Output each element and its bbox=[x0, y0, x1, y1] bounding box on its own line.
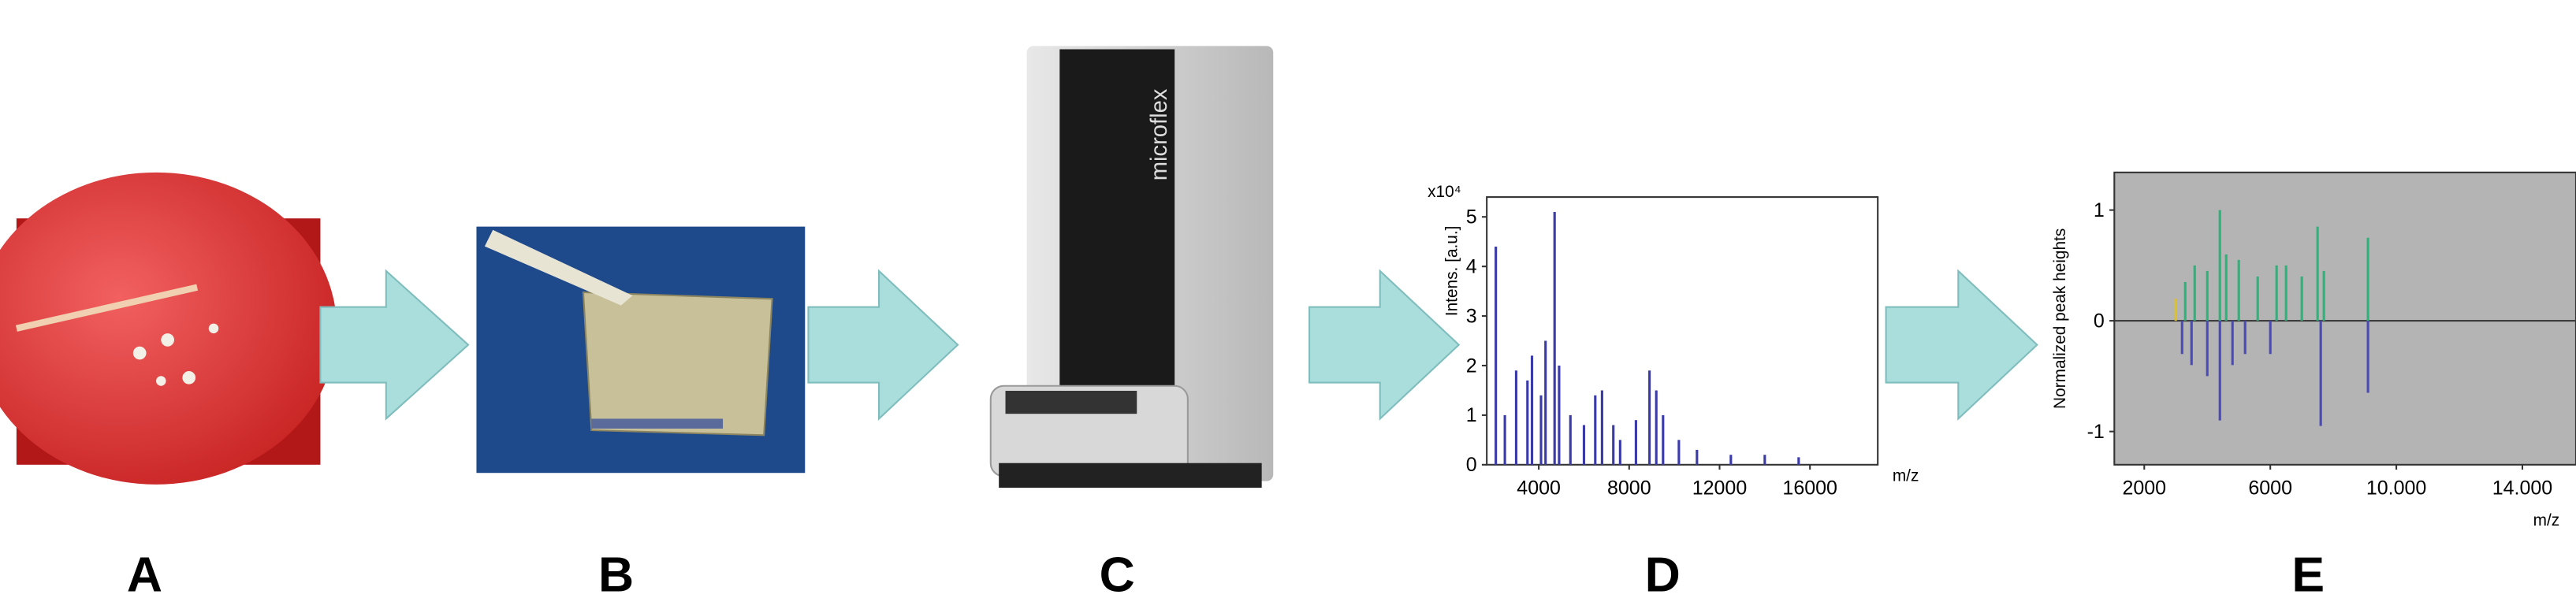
x-tick-label: 12000 bbox=[1692, 477, 1748, 499]
y-tick-label: -1 bbox=[2087, 421, 2105, 443]
arrows bbox=[319, 269, 2038, 421]
panel-label: D bbox=[1645, 547, 1681, 602]
y-tick-label: 0 bbox=[2094, 310, 2105, 332]
y-tick-label: 2 bbox=[1466, 355, 1477, 377]
photo-target-plate bbox=[476, 226, 806, 474]
panel-label: E bbox=[2291, 547, 2325, 602]
y-tick-label: 1 bbox=[1466, 404, 1477, 426]
spectrum-chart: 0 1 2 3 4 5 4000 8000 12000 16000 Intens. [a.u.] x1… bbox=[1428, 183, 1919, 499]
arrow bbox=[1885, 269, 2038, 421]
plot-area bbox=[2113, 171, 2576, 466]
x-tick-label: 2000 bbox=[2122, 477, 2166, 499]
y-tick-label: 3 bbox=[1466, 305, 1477, 327]
x-tick-label: 10.000 bbox=[2366, 477, 2426, 499]
x-axis-label: m/z bbox=[1893, 467, 1919, 485]
y-tick-label: 4 bbox=[1466, 256, 1477, 278]
panel-labels: A B C D E bbox=[127, 547, 2325, 602]
x-tick-label: 14.000 bbox=[2492, 477, 2552, 499]
arrow bbox=[1308, 269, 1461, 421]
instrument: microflex bbox=[989, 46, 1274, 488]
panel-label: C bbox=[1100, 547, 1135, 602]
panel-label: B bbox=[598, 547, 634, 602]
y-tick-label: 5 bbox=[1466, 206, 1477, 228]
y-tick-label: 1 bbox=[2094, 199, 2105, 221]
arrow bbox=[807, 269, 959, 421]
instrument-brand: microflex bbox=[1147, 88, 1172, 180]
spectrum-chart: 1 0 -1 2000 6000 10.000 14.000 Normalized peak … bbox=[2051, 171, 2576, 529]
x-axis-label: m/z bbox=[2533, 511, 2560, 529]
x-tick-label: 8000 bbox=[1607, 477, 1651, 499]
photo-petri-dish bbox=[0, 172, 337, 485]
y-tick-label: 0 bbox=[1466, 454, 1477, 476]
y-axis-label: Normalized peak heights bbox=[2051, 228, 2069, 409]
x-tick-label: 4000 bbox=[1517, 477, 1561, 499]
arrow bbox=[319, 269, 470, 421]
x-tick-label: 6000 bbox=[2248, 477, 2292, 499]
plot-area bbox=[1486, 196, 1879, 466]
panel-label: A bbox=[127, 547, 162, 602]
x-tick-label: 16000 bbox=[1782, 477, 1837, 499]
y-multiplier: x10⁴ bbox=[1428, 183, 1461, 201]
y-axis-label: Intens. [a.u.] bbox=[1443, 226, 1461, 317]
